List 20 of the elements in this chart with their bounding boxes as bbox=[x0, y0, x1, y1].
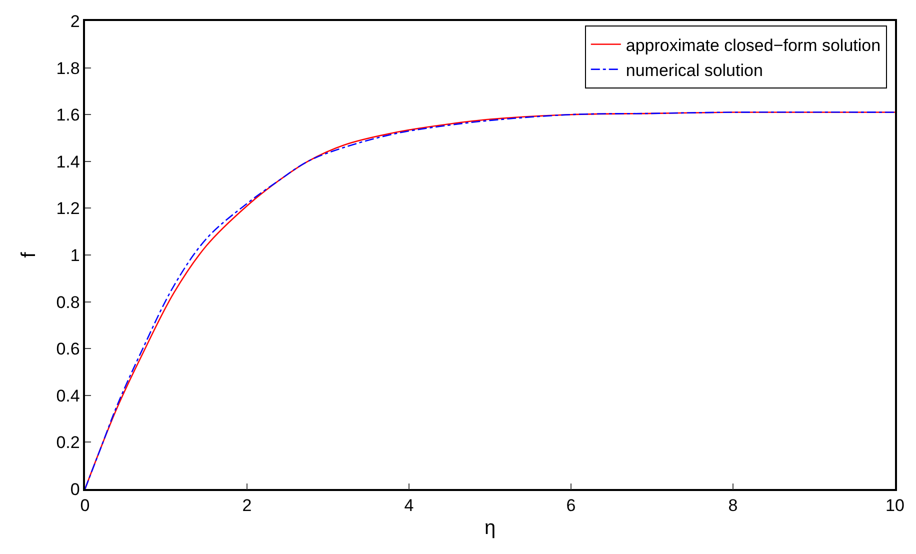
y-tick-label: 1.8 bbox=[56, 58, 80, 78]
y-tick-label: 0.8 bbox=[56, 292, 80, 312]
y-tick-label: 1.2 bbox=[56, 199, 80, 218]
y-axis-title: f bbox=[18, 252, 40, 258]
legend-label: approximate closed−form solution bbox=[626, 36, 881, 55]
legend-label: numerical solution bbox=[626, 60, 763, 80]
y-tick-label: 0.6 bbox=[56, 340, 80, 359]
y-tick-label: 1 bbox=[70, 246, 80, 265]
y-tick-label: 0.2 bbox=[56, 433, 80, 452]
x-tick-label: 2 bbox=[242, 496, 252, 516]
y-tick-label: 0 bbox=[70, 480, 80, 499]
x-tick-label: 4 bbox=[404, 496, 414, 516]
y-tick-label: 0.4 bbox=[56, 386, 80, 406]
y-tick-label: 2 bbox=[70, 12, 80, 31]
y-tick-label: 1.6 bbox=[56, 106, 80, 125]
x-tick-label: 6 bbox=[566, 496, 576, 516]
x-tick-label: 10 bbox=[886, 496, 904, 516]
y-tick-label: 1.4 bbox=[56, 152, 80, 172]
x-axis-title: η bbox=[484, 517, 496, 540]
x-tick-label: 8 bbox=[728, 496, 738, 516]
